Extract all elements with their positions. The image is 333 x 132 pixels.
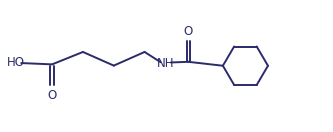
Text: O: O xyxy=(48,89,57,102)
Text: NH: NH xyxy=(157,57,174,70)
Text: O: O xyxy=(184,25,193,38)
Text: HO: HO xyxy=(7,56,25,69)
